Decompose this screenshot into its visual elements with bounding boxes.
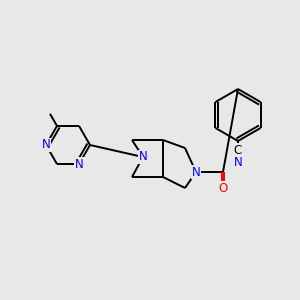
Text: N: N xyxy=(234,157,242,169)
Text: N: N xyxy=(192,166,200,178)
Text: O: O xyxy=(218,182,228,194)
Text: N: N xyxy=(139,151,147,164)
Text: C: C xyxy=(234,143,242,157)
Text: N: N xyxy=(75,158,83,171)
Text: N: N xyxy=(42,139,50,152)
